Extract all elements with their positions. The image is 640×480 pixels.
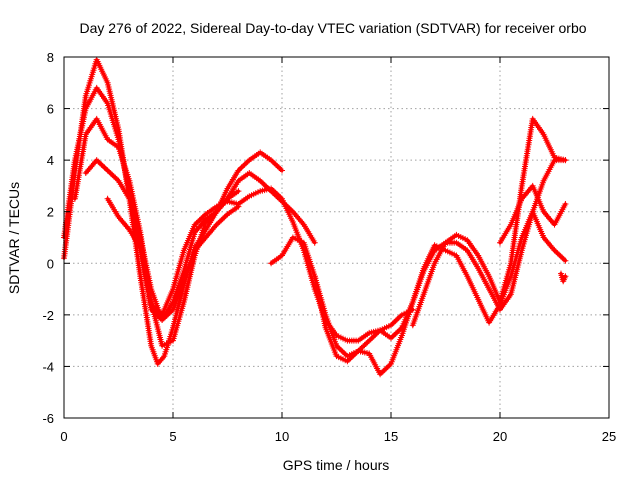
series-track-6: [268, 208, 569, 378]
x-tick-label: 25: [602, 429, 616, 444]
series-line: [73, 117, 415, 343]
y-tick-label: -4: [42, 359, 54, 374]
series-line: [84, 158, 240, 322]
x-tick-label: 5: [169, 429, 176, 444]
series-layer: [61, 56, 569, 378]
series-track-8: [409, 115, 569, 329]
x-tick-label: 15: [384, 429, 398, 444]
x-axis-label: GPS time / hours: [283, 457, 390, 473]
series-markers: [268, 208, 569, 378]
y-tick-label: -6: [42, 411, 54, 426]
y-tick-label: 4: [47, 153, 54, 168]
series-markers: [409, 115, 569, 329]
y-axis-label: SDTVAR / TECUs: [6, 182, 22, 294]
series-track-7: [311, 157, 569, 365]
y-tick-label: 0: [47, 256, 54, 271]
series-track-4: [82, 157, 242, 323]
x-tick-label: 0: [60, 429, 67, 444]
series-track-9: [497, 182, 569, 246]
series-track-5: [104, 188, 242, 349]
ticks: 0 5 10 15 20 25 -6 -4 -2 0 2 4 6 8: [42, 50, 616, 444]
series-markers: [104, 188, 242, 349]
series-markers: [558, 270, 569, 285]
y-tick-label: 6: [47, 102, 54, 117]
x-tick-label: 20: [493, 429, 507, 444]
plot-frame: [63, 56, 610, 419]
series-markers: [311, 157, 569, 365]
y-tick-label: 2: [47, 205, 54, 220]
series-markers: [82, 157, 242, 323]
y-tick-label: -2: [42, 308, 54, 323]
y-tick-label: 8: [47, 50, 54, 65]
series-markers: [497, 182, 569, 246]
series-track-10: [558, 270, 569, 285]
x-tick-label: 10: [275, 429, 289, 444]
chart-title: Day 276 of 2022, Sidereal Day-to-day VTE…: [79, 20, 586, 36]
